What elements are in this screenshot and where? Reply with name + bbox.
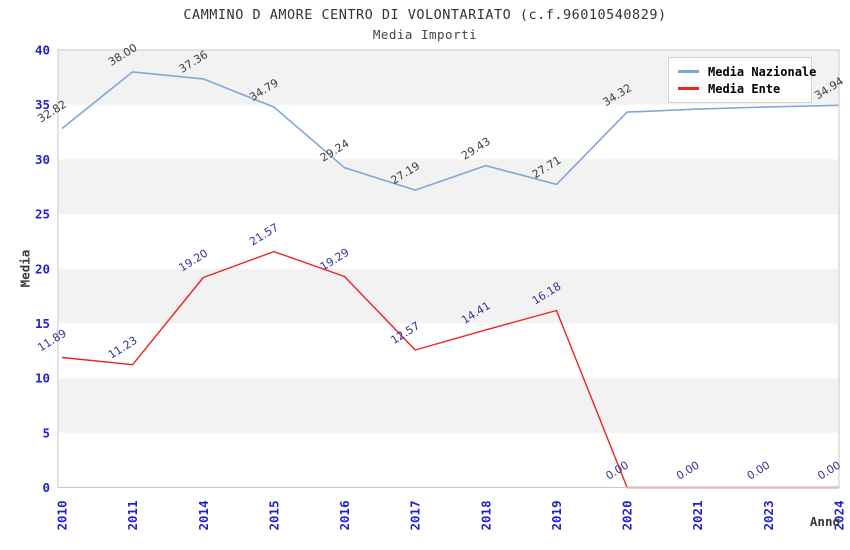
media-ente-line-swatch: [678, 87, 699, 90]
x-tick-label: 2023: [761, 500, 776, 530]
x-tick-label: 2016: [337, 500, 352, 530]
x-tick-label: 2014: [196, 500, 211, 530]
x-tick-label: 2020: [620, 500, 635, 530]
legend-item-media-nazionale: Media Nazionale: [678, 63, 816, 80]
y-tick-label: 0: [42, 480, 50, 495]
plot-band: [58, 432, 839, 488]
x-tick-label: 2024: [832, 500, 847, 530]
y-tick-label: 30: [35, 152, 50, 167]
plot-band: [58, 323, 839, 379]
y-axis-title: Media: [17, 249, 33, 288]
x-tick-label: 2019: [549, 500, 564, 530]
y-tick-label: 35: [35, 97, 50, 112]
x-tick-label: 2021: [690, 500, 705, 530]
x-tick-label: 2015: [266, 500, 281, 530]
legend: Media Nazionale Media Ente: [668, 57, 816, 103]
series-line-media-nazionale: [61, 71, 840, 191]
y-tick-label: 10: [35, 371, 50, 386]
plot-band: [58, 378, 839, 433]
legend-item-media-ente: Media Ente: [678, 80, 807, 97]
y-tick-label: 40: [35, 43, 50, 58]
plot-band: [58, 104, 839, 160]
plot-band: [58, 268, 839, 324]
y-tick-label: 5: [42, 425, 50, 440]
x-axis-title: Anno: [809, 514, 840, 529]
media-nazionale-line-swatch: [678, 70, 699, 73]
plot-frame: [57, 49, 840, 488]
y-tick-label: 25: [35, 207, 50, 222]
plot-band: [58, 214, 839, 269]
chart-subtitle: Media Importi: [372, 27, 478, 42]
y-tick-label: 15: [35, 316, 50, 331]
y-tick-label: 20: [35, 261, 50, 276]
x-tick-label: 2010: [55, 500, 70, 530]
x-tick-label: 2018: [478, 500, 493, 530]
x-tick-label: 2011: [125, 500, 140, 530]
legend-label: Media Ente: [708, 81, 781, 96]
chart-title: CAMMINO D AMORE CENTRO DI VOLONTARIATO (…: [183, 7, 667, 23]
legend-label: Media Nazionale: [708, 64, 817, 79]
x-tick-label: 2017: [408, 500, 423, 530]
plot-band: [58, 159, 839, 215]
